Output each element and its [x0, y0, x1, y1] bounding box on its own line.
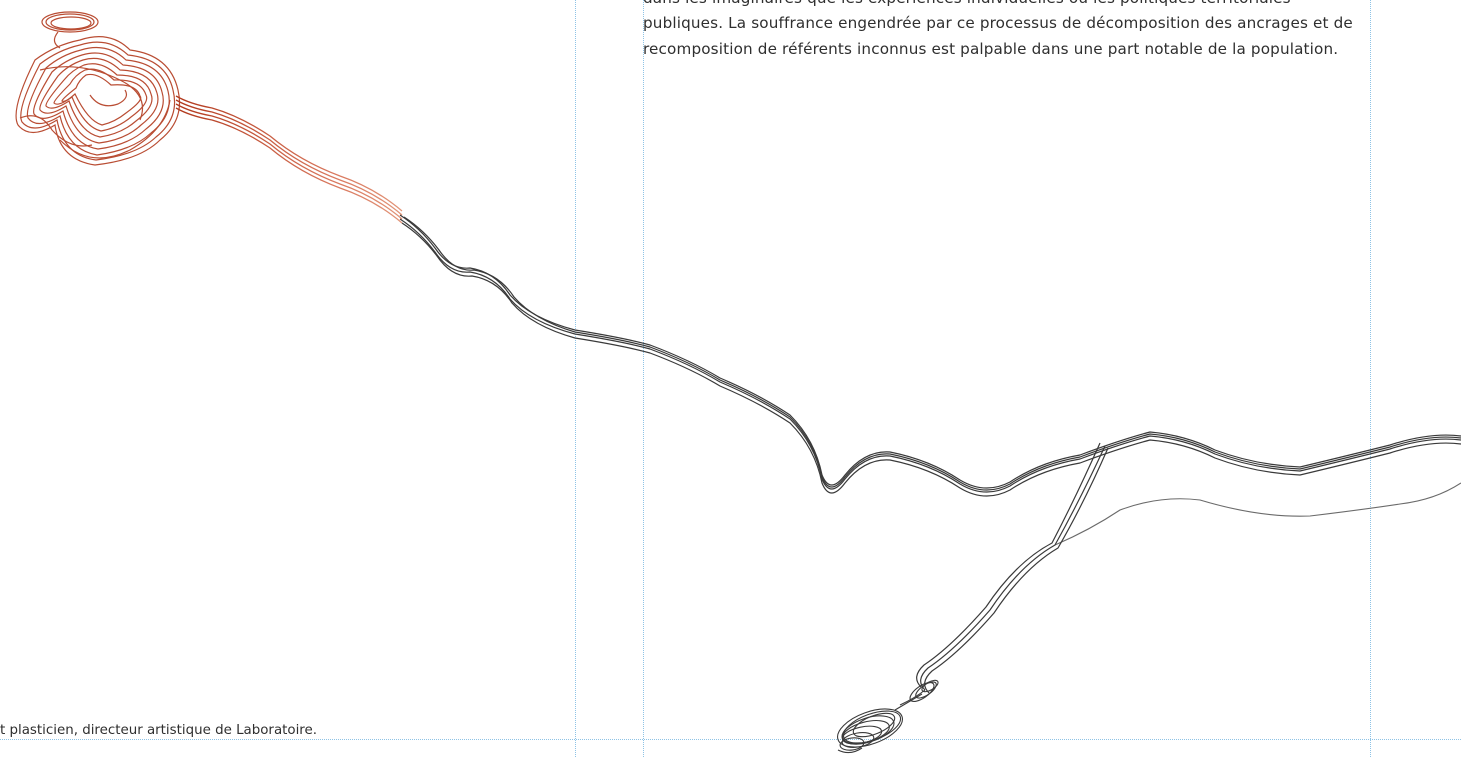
layout-guide-vertical	[1370, 0, 1371, 757]
article-paragraph: dans les imaginaires que les expériences…	[643, 0, 1353, 58]
descending-dark-lines	[916, 442, 1109, 694]
image-caption: t plasticien, directeur artistique de La…	[0, 723, 318, 738]
red-scribble-blob	[15, 11, 181, 166]
red-line-tail	[175, 95, 403, 224]
layout-guide-vertical	[643, 0, 644, 757]
dark-meandering-lines	[399, 214, 1461, 497]
layout-guide-vertical	[575, 0, 576, 757]
layout-guide-horizontal	[0, 739, 1461, 740]
grey-branch-line	[1054, 482, 1461, 546]
dark-scribble-knot	[837, 679, 939, 754]
